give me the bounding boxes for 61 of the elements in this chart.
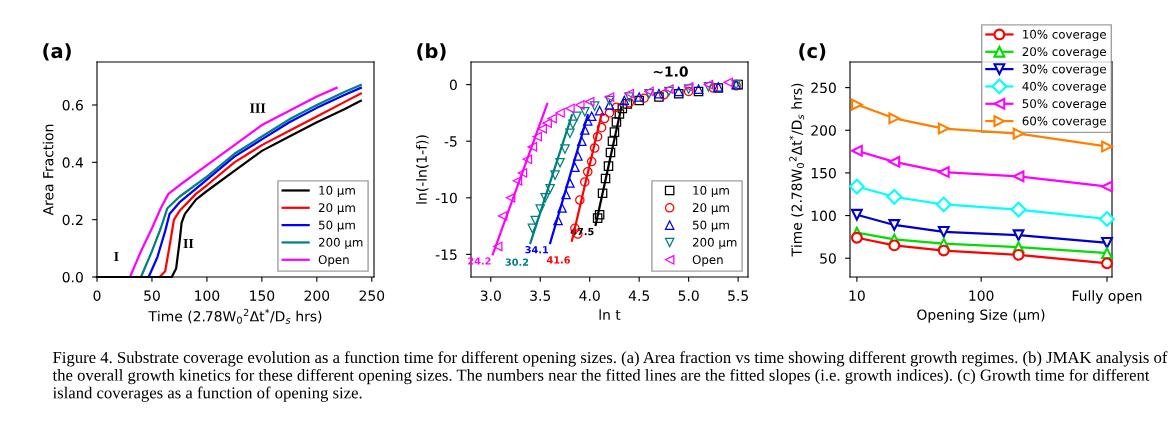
- y-tick-label: -15: [435, 249, 457, 260]
- x-tick-label: 10: [849, 290, 865, 301]
- annotation: II: [183, 238, 194, 249]
- legend-label: 200 µm: [318, 237, 363, 250]
- y-tick-label: 0.6: [62, 99, 83, 111]
- caption: Figure 4. Substrate coverage evolution as a function time for different opening sizes. (a) Area fraction vs time showing different growth regimes. (b) JMAK analysis of the overall growth kinetics for these different opening sizes. The numbers near the fitted lines are the fitted slopes (i.e. growth indices). (c) Growth time for different island coverages as a function of opening size.: [52, 351, 1168, 402]
- legend-label: 20 µm: [318, 203, 355, 215]
- legend-label: 200 µm: [692, 237, 737, 250]
- legend-label: 60% coverage: [1022, 116, 1106, 128]
- x-tick-label: 5.5: [728, 290, 748, 301]
- x-tick-label: 200: [304, 290, 330, 301]
- x-tick-label: 3.5: [530, 290, 551, 301]
- x-tick-label: 4.5: [628, 290, 650, 301]
- legend-label: 40% coverage: [1022, 81, 1106, 94]
- legend-label: Open: [692, 255, 723, 267]
- y-axis-title: Area Fraction: [42, 124, 54, 216]
- legend-label: 20% coverage: [1022, 47, 1106, 59]
- x-tick-label: 100: [969, 290, 994, 301]
- legend-label: 30% coverage: [1022, 64, 1106, 76]
- y-tick-label: 100: [811, 210, 836, 222]
- x-axis-title: ln t: [599, 309, 621, 320]
- x-tick-label: 4.0: [579, 290, 600, 301]
- legend-label: Open: [318, 255, 349, 267]
- x-axis-title: Time (2.78W$_{0}$$^{2}$Δt$^{*}$/D$_{s}$ hrs): [148, 308, 322, 324]
- legend-label: 10% coverage: [1023, 29, 1106, 42]
- legend-label: 50% coverage: [1022, 99, 1106, 111]
- x-tick-label: 0: [93, 290, 101, 301]
- annotation: 41.6: [546, 256, 570, 264]
- x-tick-label: Fully open: [1072, 290, 1142, 304]
- y-axis-title: Time (2.78W$_{0}$$^{2}$Δt$^{*}$/D$_{s}$ hrs): [789, 83, 805, 257]
- legend-label: 10 µm: [693, 185, 729, 198]
- y-tick-label: 50: [820, 253, 836, 264]
- x-tick-label: 5.0: [678, 290, 699, 301]
- y-tick-label: 0.0: [62, 271, 83, 283]
- y-tick-label: 200: [811, 125, 836, 136]
- legend-label: 50 µm: [318, 220, 355, 232]
- chart-title: (b): [417, 43, 446, 61]
- y-tick-label: -10: [435, 192, 457, 204]
- x-tick-label: 100: [195, 290, 220, 301]
- y-tick-label: 0: [449, 79, 457, 91]
- x-tick-label: 150: [250, 290, 275, 301]
- x-axis-title: Opening Size (µm): [917, 309, 1045, 323]
- x-tick-label: 50: [144, 290, 160, 301]
- y-tick-label: 250: [811, 82, 836, 94]
- chart-title: (c): [799, 43, 826, 61]
- annotation: 30.2: [505, 258, 529, 266]
- x-tick-label: 3.0: [480, 290, 501, 301]
- y-tick-label: 0.4: [62, 157, 84, 168]
- annotation: ~1.0: [653, 66, 688, 77]
- annotation: 34.1: [525, 246, 549, 254]
- x-tick-label: 250: [359, 290, 385, 301]
- legend-label: 10 µm: [319, 185, 355, 198]
- y-tick-label: -5: [444, 136, 457, 147]
- y-tick-label: 0.2: [62, 214, 83, 226]
- chart-title: (a): [43, 43, 71, 61]
- legend-label: 20 µm: [692, 203, 729, 215]
- annotation: I: [114, 251, 119, 261]
- y-axis-title: ln(-ln(1-f)): [416, 135, 429, 204]
- annotation: III: [250, 103, 266, 113]
- legend-label: 50 µm: [692, 220, 729, 232]
- y-tick-label: 150: [811, 167, 836, 179]
